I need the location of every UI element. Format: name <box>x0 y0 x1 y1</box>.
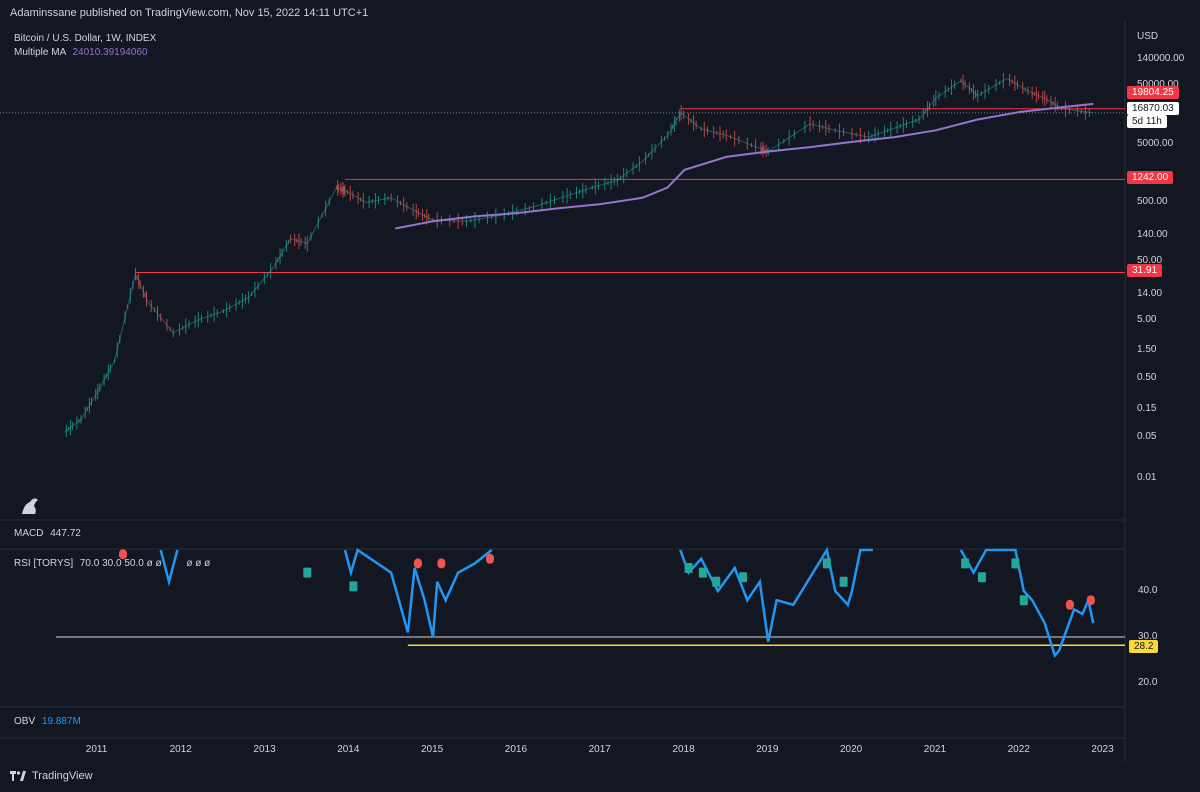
macd-legend[interactable]: MACD 447.72 <box>14 528 81 539</box>
price-tag: 5d 11h <box>1127 115 1167 128</box>
hidden-divergence-marker <box>712 576 721 587</box>
rsi-legend[interactable]: RSI [TORYS] 70.0 30.0 50.0 ø ø ø ø ø <box>14 558 210 569</box>
price-tick: 5.00 <box>1137 313 1157 325</box>
rsi-line <box>159 549 179 587</box>
price-tag: 31.91 <box>1127 264 1163 277</box>
footer-brand: TradingView <box>32 770 93 782</box>
time-tick: 2015 <box>421 744 444 755</box>
rsi-tick: 30.0 <box>1138 631 1158 642</box>
price-tag: 19804.25 <box>1127 86 1179 99</box>
price-tick: 500.00 <box>1137 196 1168 208</box>
hidden-divergence-marker <box>739 572 748 583</box>
price-tick: 5000.00 <box>1137 137 1174 149</box>
hidden-divergence-marker <box>349 581 358 592</box>
time-tick: 2021 <box>923 744 947 755</box>
divergence-marker <box>485 553 494 564</box>
rsi-name: RSI [TORYS] <box>14 558 74 569</box>
rsi-tick: 40.0 <box>1138 585 1158 596</box>
time-tick: 2013 <box>253 744 276 755</box>
rsi-divergence-markers <box>118 549 1095 610</box>
price-tag: 16870.03 <box>1127 102 1179 115</box>
price-tick: 50000.00 <box>1137 79 1179 91</box>
divergence-marker <box>437 558 446 569</box>
price-candles <box>65 72 1090 437</box>
support-lines <box>0 108 1125 647</box>
rsi-line <box>959 548 1095 658</box>
price-tick: 1.50 <box>1137 344 1157 356</box>
price-tick: 14.00 <box>1137 287 1163 299</box>
hidden-divergence-marker <box>698 567 707 578</box>
obv-name: OBV <box>14 716 36 727</box>
hidden-divergence-marker <box>977 572 986 583</box>
rsi-extra: ø ø ø <box>186 558 211 569</box>
price-series <box>63 77 1094 433</box>
rsi-tick: 20.0 <box>1138 677 1158 688</box>
price-unit: USD <box>1137 31 1159 42</box>
btc-price-line <box>63 77 1094 433</box>
hidden-divergence-marker <box>1011 558 1020 569</box>
price-tick: 0.01 <box>1137 472 1157 483</box>
hidden-divergence-marker <box>961 558 970 569</box>
obv-legend[interactable]: OBV 19.887M <box>14 716 81 727</box>
time-tick: 2022 <box>1007 744 1030 755</box>
time-tick: 2014 <box>337 744 360 755</box>
footer[interactable]: TradingView <box>10 770 93 782</box>
hidden-divergence-marker <box>822 558 831 569</box>
hidden-divergence-marker <box>1019 595 1028 606</box>
time-tick: 2016 <box>504 744 528 755</box>
price-tick: 0.05 <box>1137 431 1157 443</box>
publish-info: Adaminssane published on TradingView.com… <box>10 7 369 19</box>
symbol-title[interactable]: Bitcoin / U.S. Dollar, 1W, INDEX <box>14 33 157 44</box>
time-tick: 2019 <box>756 744 779 755</box>
time-tick: 2017 <box>588 744 611 755</box>
divergence-marker <box>118 549 127 560</box>
time-tick: 2018 <box>672 744 695 755</box>
rsi-params: 70.0 30.0 50.0 ø ø <box>79 558 162 569</box>
divergence-marker <box>413 558 422 569</box>
time-tick: 2012 <box>169 744 192 755</box>
ma-name: Multiple MA <box>14 47 66 58</box>
rsi-series <box>159 546 1095 658</box>
obv-value: 19.887M <box>41 716 81 727</box>
hidden-divergence-marker <box>684 563 693 573</box>
price-tick: 140.00 <box>1137 228 1168 240</box>
price-tick: 0.15 <box>1137 403 1157 415</box>
macd-value: 447.72 <box>50 528 81 539</box>
time-tick: 2023 <box>1091 744 1114 755</box>
divergence-marker <box>1086 595 1095 606</box>
time-tick: 2011 <box>85 744 108 755</box>
multiple-ma-line <box>395 102 1094 230</box>
ma-legend[interactable]: Multiple MA 24010.39194060 <box>14 47 148 58</box>
tradingview-dino-icon <box>22 498 38 514</box>
hidden-divergence-marker <box>303 567 312 578</box>
price-tick: 50.00 <box>1137 255 1163 267</box>
ma-value: 24010.39194060 <box>72 47 148 58</box>
rsi-line <box>343 548 493 638</box>
rsi-line <box>679 546 873 642</box>
time-tick: 2020 <box>840 744 863 755</box>
price-tag: 1242.00 <box>1127 171 1174 184</box>
tradingview-logo-icon <box>10 771 26 781</box>
rsi-support-tag: 28.2 <box>1129 640 1159 653</box>
price-tick: 0.50 <box>1137 372 1157 384</box>
divergence-marker <box>1065 599 1074 610</box>
price-tick: 140000.00 <box>1137 53 1185 64</box>
hidden-divergence-marker <box>839 576 848 587</box>
macd-name: MACD <box>14 528 44 539</box>
panel-dividers <box>0 20 1126 762</box>
